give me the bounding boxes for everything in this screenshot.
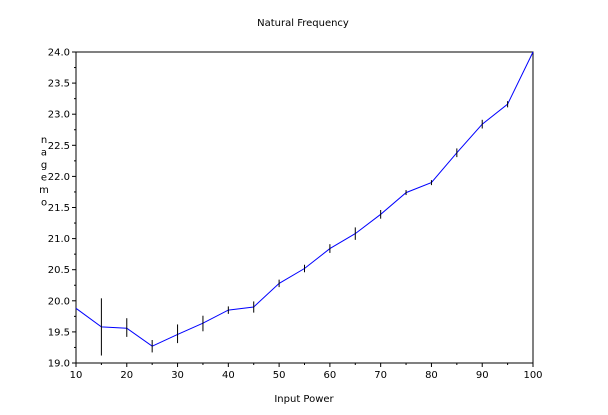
y-label-letter: g bbox=[41, 160, 47, 171]
y-tick-label: 23.5 bbox=[48, 79, 70, 90]
y-tick-label: 19.5 bbox=[48, 327, 70, 338]
x-tick-label: 60 bbox=[324, 370, 337, 381]
y-label-letter: a bbox=[41, 148, 47, 159]
y-tick-label: 21.5 bbox=[48, 203, 70, 214]
y-tick-label: 21.0 bbox=[48, 234, 70, 245]
x-tick-label: 30 bbox=[171, 370, 184, 381]
y-tick-label: 19.0 bbox=[48, 359, 70, 370]
y-label-letter: m bbox=[39, 185, 49, 196]
chart-title: Natural Frequency bbox=[257, 18, 349, 29]
x-tick-label: 80 bbox=[425, 370, 438, 381]
y-tick-label: 20.0 bbox=[48, 296, 70, 307]
series-line bbox=[75, 51, 534, 347]
plot-marks bbox=[75, 51, 534, 356]
x-tick-label: 10 bbox=[70, 370, 83, 381]
x-tick-label: 70 bbox=[374, 370, 387, 381]
y-label-letter: o bbox=[41, 198, 47, 209]
y-tick-label: 20.5 bbox=[48, 265, 70, 276]
axes: 10 20 30 40 50 60 70 80 90 100 19.0 19.5 20.0 20.5 21.… bbox=[48, 48, 543, 382]
y-label-letter: n bbox=[41, 135, 47, 146]
plot-frame bbox=[75, 51, 534, 364]
x-axis-label: Input Power bbox=[274, 394, 334, 405]
y-tick-label: 24.0 bbox=[48, 48, 70, 59]
y-tick-label: 23.0 bbox=[48, 110, 70, 121]
x-tick-label: 40 bbox=[222, 370, 235, 381]
x-tick-label: 100 bbox=[523, 370, 542, 381]
x-tick-label: 20 bbox=[120, 370, 133, 381]
x-tick-label: 50 bbox=[273, 370, 286, 381]
y-tick-label: 22.0 bbox=[48, 172, 70, 183]
x-tick-label: 90 bbox=[476, 370, 489, 381]
y-label-letter: e bbox=[41, 173, 47, 184]
y-tick-label: 22.5 bbox=[48, 141, 70, 152]
